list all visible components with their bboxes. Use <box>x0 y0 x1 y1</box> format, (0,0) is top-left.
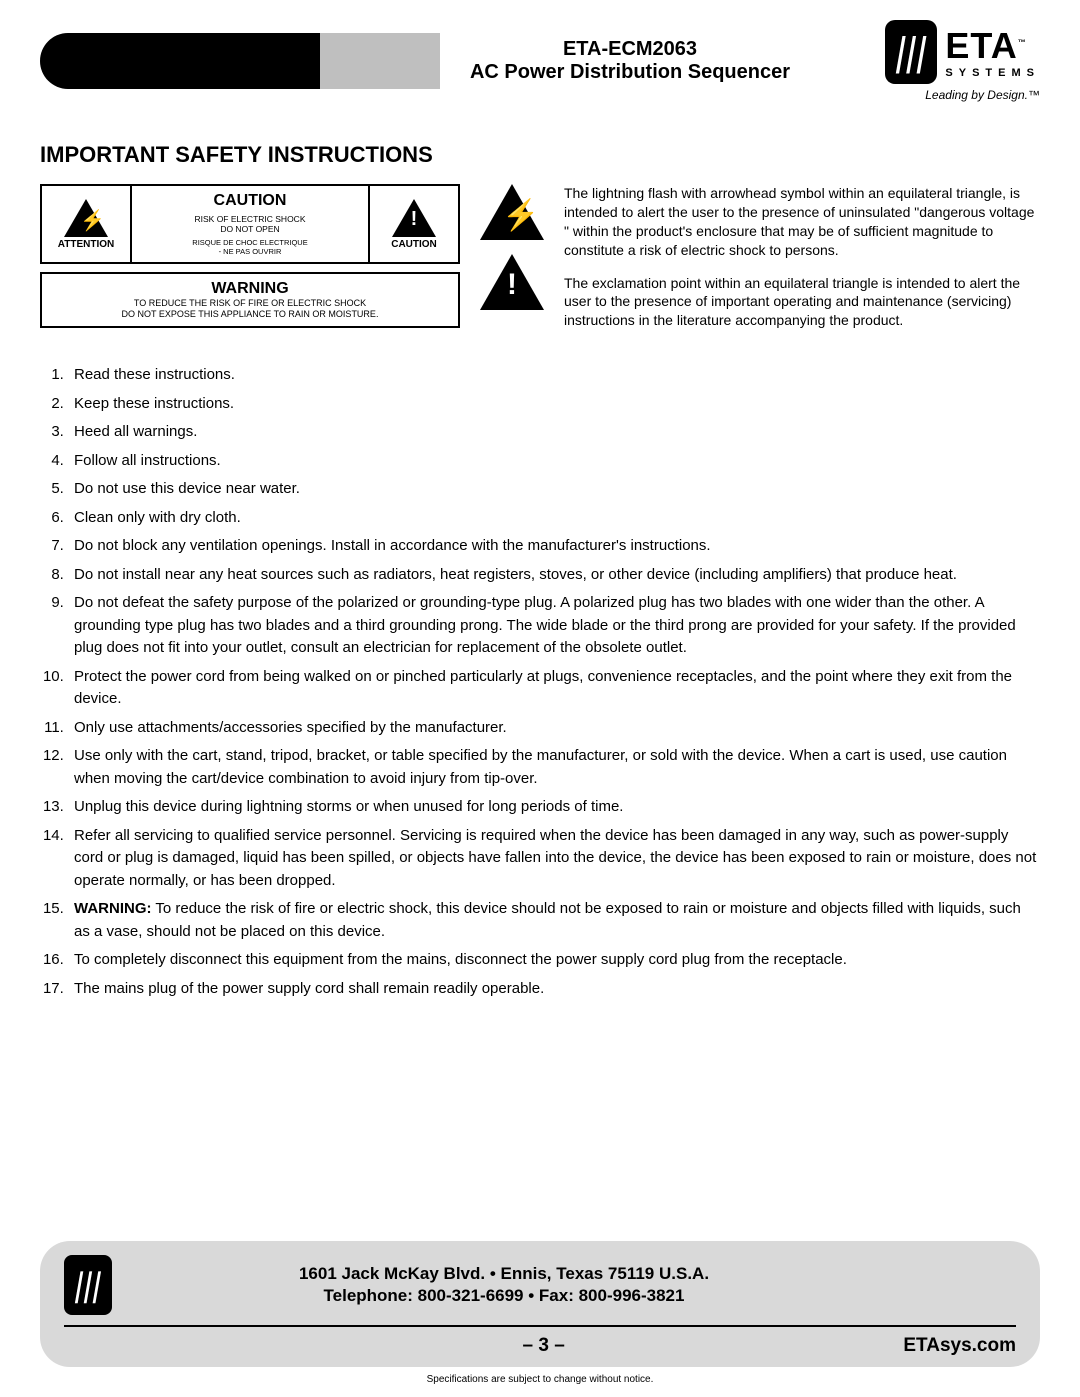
lightning-icon: ⚡ <box>480 184 544 240</box>
model-number: ETA-ECM2063 <box>563 38 697 61</box>
caution-mid: CAUTION RISK OF ELECTRIC SHOCK DO NOT OP… <box>132 186 368 262</box>
footer-divider <box>64 1325 1016 1327</box>
pill-title-block: ETA-ECM2063 AC Power Distribution Sequen… <box>440 33 820 89</box>
brand-sub: SYSTEMS <box>945 67 1040 79</box>
footer-page-number: – 3 – <box>523 1335 565 1357</box>
warning-prefix: WARNING: <box>74 900 152 917</box>
explain-lightning: The lightning flash with arrowhead symbo… <box>564 184 1040 260</box>
spec-note: Specifications are subject to change wit… <box>0 1374 1080 1385</box>
warning-box: WARNING TO REDUCE THE RISK OF FIRE OR EL… <box>40 272 460 328</box>
brand-logo: ||| ETA™ SYSTEMS Leading by Design.™ <box>840 20 1040 102</box>
explain-text: The lightning flash with arrowhead symbo… <box>564 184 1040 344</box>
exclaim-icon: ! <box>392 199 436 237</box>
list-item: Do not defeat the safety purpose of the … <box>68 592 1040 660</box>
list-item: Clean only with dry cloth. <box>68 507 1040 530</box>
warning-row: ⚡ ATTENTION CAUTION RISK OF ELECTRIC SHO… <box>40 184 1040 344</box>
brand-tagline: Leading by Design.™ <box>925 88 1040 102</box>
list-item: Follow all instructions. <box>68 450 1040 473</box>
list-item: Unplug this device during lightning stor… <box>68 796 1040 819</box>
header: ETA-ECM2063 AC Power Distribution Sequen… <box>40 20 1040 102</box>
pill-black <box>40 33 320 89</box>
list-item: The mains plug of the power supply cord … <box>68 978 1040 1001</box>
list-item: Use only with the cart, stand, tripod, b… <box>68 745 1040 790</box>
instruction15-rest: To reduce the risk of fire or electric s… <box>74 900 1021 940</box>
warning-line2: DO NOT EXPOSE THIS APPLIANCE TO RAIN OR … <box>52 309 448 320</box>
list-item: To completely disconnect this equipment … <box>68 949 1040 972</box>
brand-icon: ||| <box>885 20 937 84</box>
caution-box: ⚡ ATTENTION CAUTION RISK OF ELECTRIC SHO… <box>40 184 460 264</box>
list-item: Protect the power cord from being walked… <box>68 666 1040 711</box>
lightning-icon: ⚡ <box>64 199 108 237</box>
footer-address-block: 1601 Jack McKay Blvd. • Ennis, Texas 751… <box>130 1263 878 1307</box>
section-title: IMPORTANT SAFETY INSTRUCTIONS <box>40 142 1040 168</box>
explain-exclaim: The exclamation point within an equilate… <box>564 274 1040 331</box>
footer: ||| 1601 Jack McKay Blvd. • Ennis, Texas… <box>40 1241 1040 1367</box>
instructions-list: Read these instructions. Keep these inst… <box>40 364 1040 1000</box>
list-item: Do not block any ventilation openings. I… <box>68 535 1040 558</box>
warning-line1: TO REDUCE THE RISK OF FIRE OR ELECTRIC S… <box>52 298 448 309</box>
caution-line2: DO NOT OPEN <box>220 224 279 234</box>
attention-label: ATTENTION <box>58 239 114 250</box>
footer-url: ETAsys.com <box>903 1335 1016 1357</box>
list-item: Read these instructions. <box>68 364 1040 387</box>
footer-brand-icon: ||| <box>64 1255 112 1315</box>
caution-right-cell: ! CAUTION <box>368 186 458 262</box>
caution-line4: - NE PAS OUVRIR <box>219 247 282 256</box>
caution-label: CAUTION <box>391 239 437 250</box>
footer-phone: Telephone: 800-321-6699 • Fax: 800-996-3… <box>130 1285 878 1307</box>
footer-address: 1601 Jack McKay Blvd. • Ennis, Texas 751… <box>130 1263 878 1285</box>
list-item: Keep these instructions. <box>68 393 1040 416</box>
header-pill: ETA-ECM2063 AC Power Distribution Sequen… <box>40 33 820 89</box>
explain-icons: ⚡ ! <box>480 184 544 344</box>
list-item: Do not install near any heat sources suc… <box>68 564 1040 587</box>
exclaim-icon: ! <box>480 254 544 310</box>
caution-title: CAUTION <box>214 192 287 210</box>
list-item: Do not use this device near water. <box>68 478 1040 501</box>
warning-title: WARNING <box>52 280 448 298</box>
list-item: Only use attachments/accessories specifi… <box>68 717 1040 740</box>
caution-line3: RISQUE DE CHOC ELECTRIQUE <box>192 238 307 247</box>
list-item: Heed all warnings. <box>68 421 1040 444</box>
pill-grey <box>320 33 440 89</box>
model-subtitle: AC Power Distribution Sequencer <box>470 61 790 84</box>
caution-line1: RISK OF ELECTRIC SHOCK <box>195 214 306 224</box>
brand-name: ETA™ <box>945 25 1026 67</box>
list-item: WARNING: To reduce the risk of fire or e… <box>68 898 1040 943</box>
list-item: Refer all servicing to qualified service… <box>68 825 1040 893</box>
caution-left-cell: ⚡ ATTENTION <box>42 186 132 262</box>
